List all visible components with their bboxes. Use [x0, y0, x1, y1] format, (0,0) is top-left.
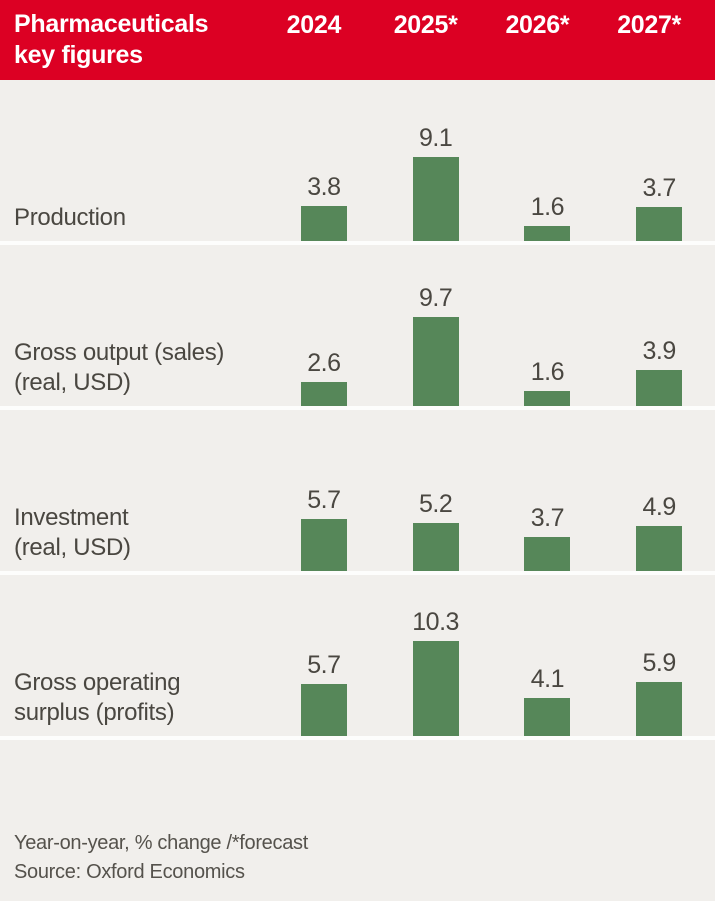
row-label: Production [14, 204, 126, 231]
bar-cell: 10.3 [380, 575, 492, 736]
row-label: Investment (real, USD) [14, 504, 131, 561]
bar-value-label: 5.7 [307, 486, 341, 514]
bar-value-label: 9.1 [418, 124, 453, 152]
bar-value-label: 4.1 [530, 665, 565, 693]
bar-cell: 3.7 [603, 80, 715, 241]
bar [300, 206, 347, 241]
row-investment: Investment (real, USD) 5.7 5.2 3.7 4.9 [0, 410, 715, 575]
row-label: Gross operating surplus (profits) [14, 669, 181, 726]
bar-cell: 5.2 [380, 410, 492, 571]
bar-value-label: 9.7 [418, 284, 453, 312]
bar-cell: 3.9 [603, 245, 715, 406]
page-title-line1: Pharmaceuticals [14, 10, 209, 38]
bar-cell: 4.9 [603, 410, 715, 571]
header: Pharmaceuticals key figures 2024 2025* 2… [0, 0, 715, 80]
bar [636, 682, 683, 736]
row-gross-operating-surplus: Gross operating surplus (profits) 5.7 10… [0, 575, 715, 740]
bar [412, 157, 459, 241]
bar [524, 537, 571, 571]
bar-cell: 5.7 [268, 410, 380, 571]
bar-value-label: 3.9 [642, 337, 676, 365]
bar-value-label: 4.9 [642, 493, 676, 521]
column-header-2026: 2026* [505, 11, 570, 39]
bar-value-label: 3.7 [642, 174, 676, 202]
bar [300, 684, 347, 736]
bar-cell: 2.6 [268, 245, 380, 406]
bar [524, 698, 571, 736]
column-header-2027: 2027* [617, 11, 682, 39]
bar [412, 317, 459, 406]
bar [300, 382, 347, 406]
bar-cell: 3.8 [268, 80, 380, 241]
bar-cell: 9.7 [380, 245, 492, 406]
bar-value-label: 1.6 [530, 193, 565, 221]
bar [524, 391, 571, 406]
bar-value-label: 5.9 [642, 649, 676, 677]
bar-cell: 1.6 [492, 245, 604, 406]
bar-value-label: 2.6 [307, 349, 341, 377]
bar-value-label: 10.3 [412, 608, 459, 636]
bar [636, 370, 683, 406]
source-credit: Source: Oxford Economics [14, 861, 245, 883]
bar-cell: 5.7 [268, 575, 380, 736]
bar [636, 526, 683, 571]
bar-value-label: 3.7 [530, 504, 565, 532]
page-title: Pharmaceuticals key figures [0, 0, 268, 80]
column-header-2024: 2024 [286, 11, 342, 39]
bar [412, 523, 459, 571]
bar [636, 207, 683, 241]
bar-value-label: 5.7 [307, 651, 341, 679]
bar-value-label: 3.8 [307, 173, 341, 201]
row-label: Gross output (sales) (real, USD) [14, 339, 225, 396]
footnote: Year-on-year, % change /*forecast [14, 832, 308, 854]
bar-value-label: 5.2 [418, 490, 453, 518]
row-gross-output: Gross output (sales) (real, USD) 2.6 9.7… [0, 245, 715, 410]
row-production: Production 3.8 9.1 1.6 3.7 [0, 80, 715, 245]
bar-cell: 9.1 [380, 80, 492, 241]
footer: Year-on-year, % change /*forecast Source… [14, 829, 308, 887]
bar-cell: 1.6 [492, 80, 604, 241]
bar-cell: 3.7 [492, 410, 604, 571]
column-header-2025: 2025* [393, 11, 458, 39]
bar-cell: 4.1 [492, 575, 604, 736]
bar [300, 519, 347, 571]
bar-value-label: 1.6 [530, 358, 565, 386]
bar-cell: 5.9 [603, 575, 715, 736]
bar [524, 226, 571, 241]
page-title-line2: key figures [14, 41, 143, 69]
bar [412, 641, 459, 736]
